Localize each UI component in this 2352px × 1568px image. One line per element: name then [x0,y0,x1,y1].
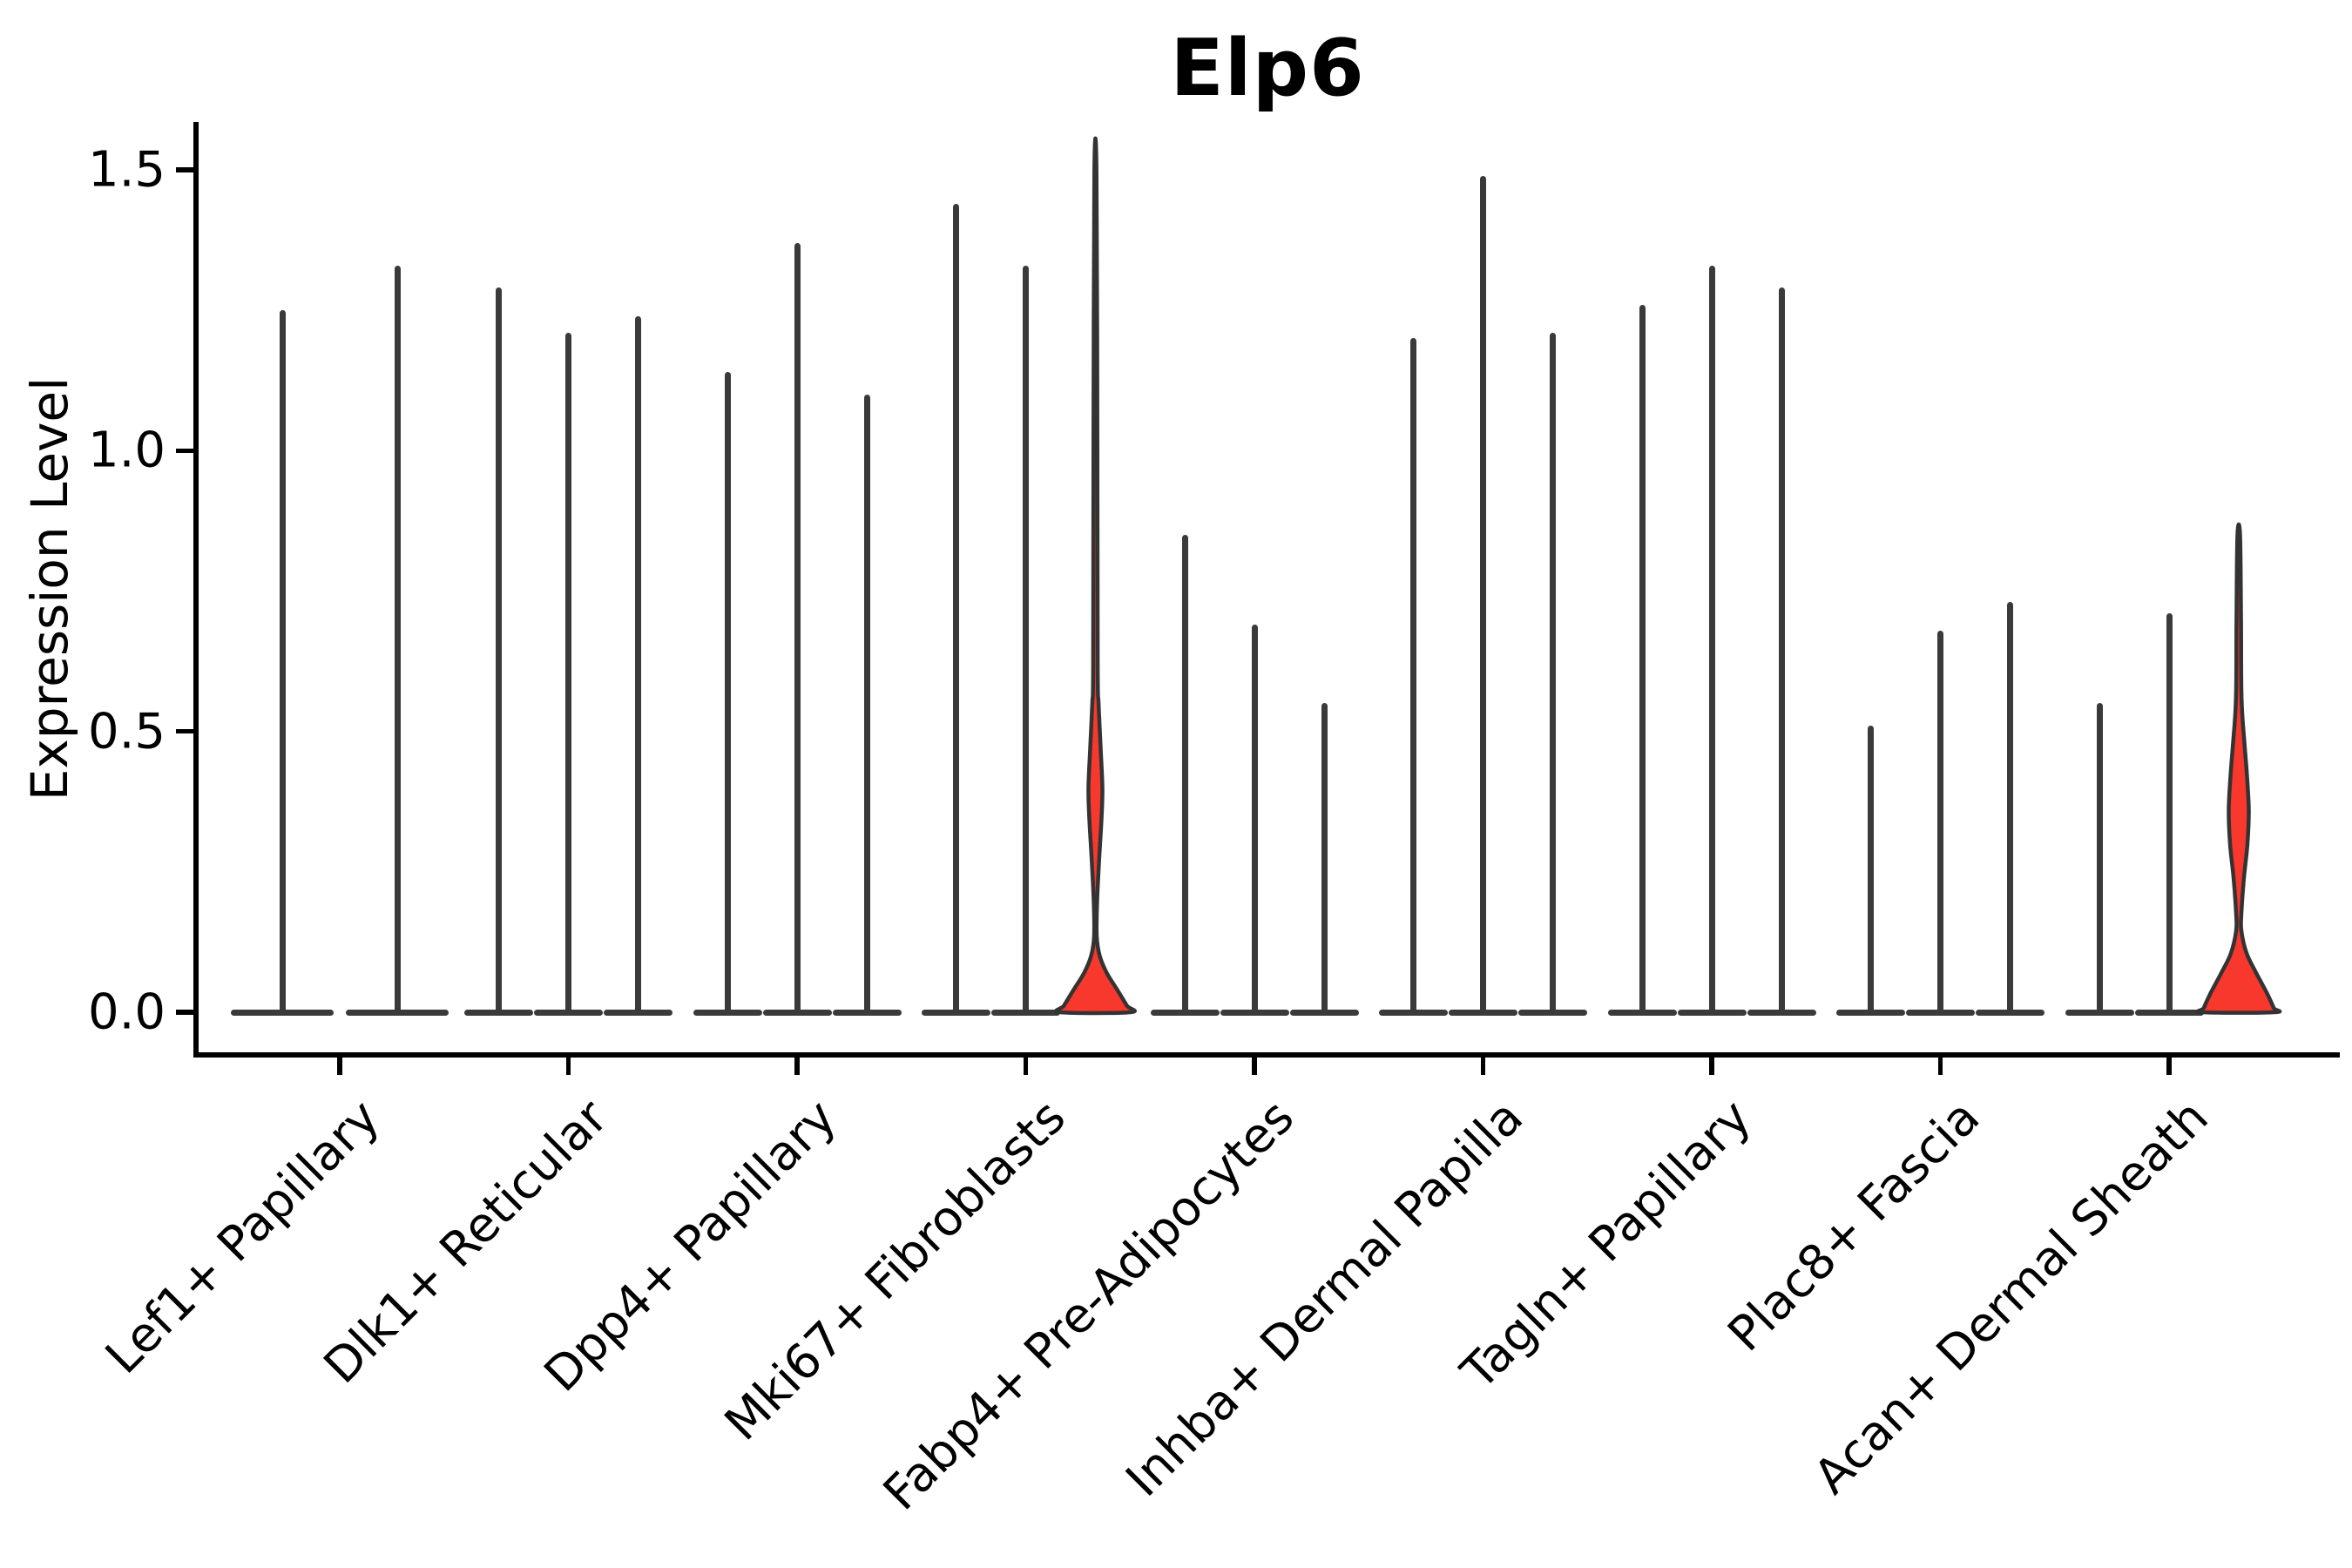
y-tick-label: 1.5 [87,141,166,199]
violin-base [2134,1009,2204,1016]
violin-spike [1023,265,1029,1012]
violin-spike [2007,602,2013,1012]
violin-base [1607,1009,1677,1016]
violin-spike [2166,613,2173,1012]
violin-base [464,1009,533,1016]
highlighted-violin [2195,522,2282,1015]
violin-base [1976,1009,2044,1016]
violin-spike [1937,630,1943,1012]
violin-spike [1868,726,1874,1012]
violin-base [1379,1009,1448,1016]
y-tick-label: 0.5 [87,703,166,760]
violin-base [534,1009,603,1016]
violin-base [1449,1009,1517,1016]
y-tick-label: 0.0 [87,983,166,1041]
violin-base [991,1009,1060,1016]
highlighted-violin [1054,136,1137,1016]
x-tick-mark [565,1057,571,1075]
violin-spike [635,315,641,1012]
y-tick-mark [176,728,194,734]
violin-base [1836,1009,1905,1016]
violin-spike [496,287,502,1012]
violin-spike [1321,703,1328,1012]
x-axis-spine [193,1052,2341,1058]
violin-base [1220,1009,1289,1016]
violin-spike [794,242,801,1012]
x-tick-mark [1252,1057,1257,1075]
violin-base [1150,1009,1220,1016]
violin-spike [1550,333,1556,1012]
y-tick-mark [176,1010,194,1015]
y-axis-spine [193,122,199,1057]
y-tick-mark [176,167,194,172]
x-tick-mark [794,1057,800,1075]
violin-base [604,1009,672,1016]
violin-spike [724,372,731,1012]
x-tick-mark [337,1057,342,1075]
violin-spike [2096,703,2103,1012]
violin-spike [1181,535,1188,1012]
violin-spike [394,265,401,1012]
x-tick-mark [1937,1057,1943,1075]
violin-base [231,1009,334,1016]
violin-base [1677,1009,1747,1016]
violin-base [346,1009,449,1016]
violin-spike [1251,625,1258,1012]
violin-spike [1708,265,1715,1012]
violin-base [1289,1009,1359,1016]
x-tick-mark [1709,1057,1714,1075]
violin-spike [1410,338,1416,1012]
violin-base [1747,1009,1816,1016]
violin-base [693,1009,762,1016]
violin-spike [279,310,286,1012]
x-tick-mark [1480,1057,1486,1075]
violin-spike [565,333,571,1012]
violin-spike [863,394,870,1012]
violin-spike [1778,287,1785,1012]
x-tick-mark [1023,1057,1029,1075]
violin-base [1518,1009,1587,1016]
page-title: Elp6 [1170,23,1365,114]
violin-base [922,1009,990,1016]
violin-spike [1639,304,1646,1012]
violin-base [2065,1009,2134,1016]
violin-spike [953,203,959,1012]
violin-spike [1480,175,1486,1012]
y-tick-label: 1.0 [87,422,166,479]
violin-base [832,1009,902,1016]
violin-base [762,1009,832,1016]
y-tick-mark [176,448,194,454]
x-tick-mark [2166,1057,2172,1075]
violin-base [1906,1009,1975,1016]
